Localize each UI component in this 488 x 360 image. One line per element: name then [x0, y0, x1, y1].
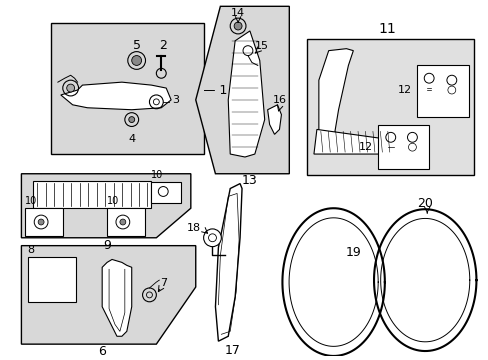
Polygon shape [318, 49, 353, 147]
Text: 14: 14 [230, 8, 244, 18]
Circle shape [234, 22, 242, 30]
Polygon shape [267, 105, 281, 134]
Polygon shape [195, 6, 289, 174]
Bar [377, 125, 428, 169]
Bar [416, 66, 468, 117]
Circle shape [128, 117, 134, 122]
Text: 10: 10 [107, 196, 119, 206]
Text: 7: 7 [160, 278, 166, 288]
Text: 20: 20 [416, 197, 432, 210]
Text: 11: 11 [378, 22, 396, 36]
Text: 10: 10 [25, 196, 38, 206]
Bar [51, 23, 203, 154]
Text: 12: 12 [398, 85, 411, 95]
Text: - 1: - 1 [210, 84, 226, 96]
Polygon shape [215, 184, 242, 341]
Polygon shape [21, 174, 190, 238]
Text: 5: 5 [132, 39, 141, 52]
Circle shape [203, 229, 221, 247]
Text: 4: 4 [128, 134, 135, 144]
Bar [33, 181, 151, 208]
Text: 16: 16 [272, 95, 286, 105]
Text: 3: 3 [172, 95, 179, 105]
Polygon shape [102, 260, 131, 336]
Circle shape [66, 84, 75, 92]
Polygon shape [21, 246, 195, 344]
Polygon shape [228, 31, 264, 157]
Circle shape [120, 219, 125, 225]
Bar [25, 208, 62, 236]
Text: 10: 10 [151, 170, 163, 180]
Bar [107, 208, 144, 236]
Polygon shape [61, 82, 171, 110]
Polygon shape [313, 130, 397, 154]
Text: 12: 12 [358, 142, 372, 152]
Text: 19: 19 [345, 246, 361, 259]
Text: 2: 2 [159, 39, 167, 52]
Text: 17: 17 [224, 343, 240, 356]
Text: 13: 13 [242, 174, 257, 187]
Text: 6: 6 [98, 345, 106, 357]
Bar [306, 39, 473, 175]
Text: 15: 15 [254, 41, 268, 51]
Circle shape [38, 219, 44, 225]
Text: 8: 8 [27, 244, 34, 255]
Text: 9: 9 [103, 239, 111, 252]
Bar [151, 182, 181, 203]
Bar [28, 257, 76, 302]
Circle shape [131, 55, 142, 66]
Text: 18: 18 [186, 223, 200, 233]
